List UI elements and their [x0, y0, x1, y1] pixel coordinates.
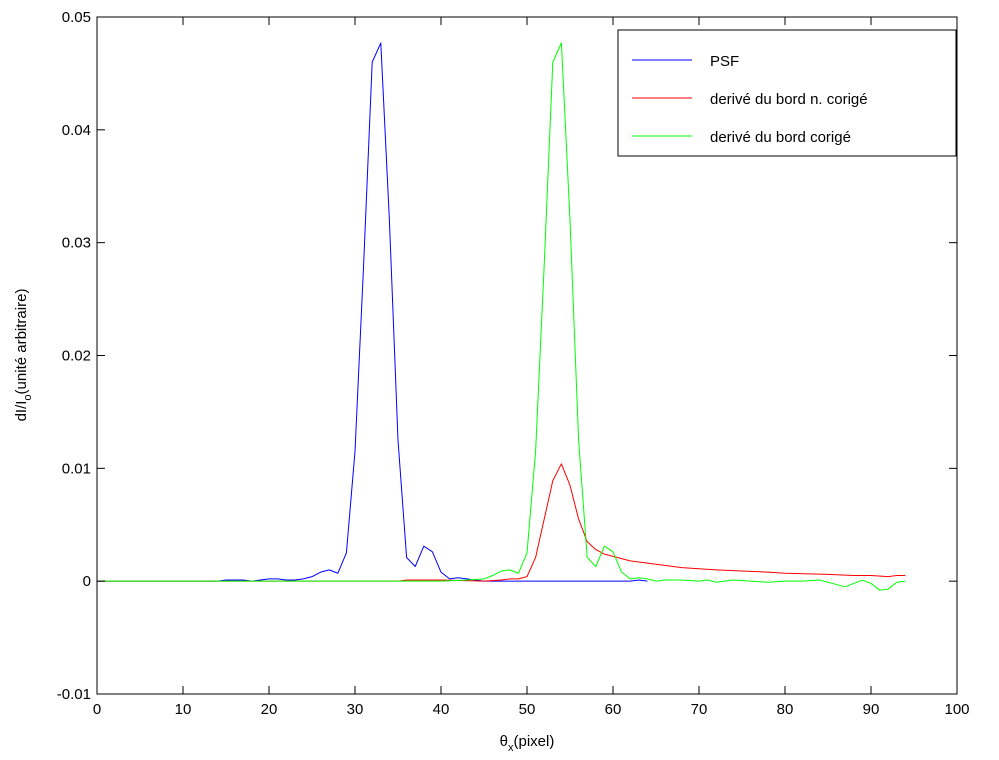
legend-label-bord-corige: derivé du bord corigé [710, 129, 851, 146]
x-tick-label: 30 [347, 701, 364, 718]
legend-label-psf: PSF [710, 53, 739, 70]
y-axis-label-unit: (unité arbitraire) [13, 289, 30, 395]
y-tick-label: 0.03 [62, 235, 91, 252]
x-tick-label: 100 [944, 701, 969, 718]
plot-frame [96, 16, 958, 695]
x-axis-label-unit: (pixel) [514, 733, 555, 750]
y-axis-label-subscript: o [22, 394, 34, 400]
x-tick-label: 60 [605, 701, 622, 718]
series-layer [97, 42, 906, 591]
y-axis-label-base: dI/I [13, 401, 30, 422]
y-tick-label: 0 [83, 573, 91, 590]
series-line-derive-du-bord-n-corige [97, 463, 906, 582]
x-tick-label: 40 [433, 701, 450, 718]
y-axis-label: dI/Io(unité arbitraire) [13, 289, 34, 422]
y-tick-label: 0.02 [62, 348, 91, 365]
x-axis-label: θx(pixel) [500, 733, 555, 754]
y-tick-labels: -0.01 0 0.01 0.02 0.03 0.04 0.05 [57, 9, 91, 703]
x-tick-label: 0 [93, 701, 101, 718]
legend-box [617, 29, 957, 157]
legend: PSF derivé du bord n. corigé derivé du b… [617, 29, 957, 157]
x-axis-label-base: θ [500, 733, 508, 750]
legend-label-bord-n-corige: derivé du bord n. corigé [710, 91, 868, 108]
y-tick-label: 0.01 [62, 460, 91, 477]
x-tick-label: 80 [777, 701, 794, 718]
x-tick-label: 10 [175, 701, 192, 718]
y-tick-label: -0.01 [57, 686, 91, 703]
series-line-derive-du-bord-corige [97, 42, 906, 591]
x-tick-label: 50 [519, 701, 536, 718]
x-axis-label-subscript: x [508, 742, 514, 754]
x-tick-labels: 0 10 20 30 40 50 60 70 80 90 100 [93, 701, 970, 718]
x-tick-label: 70 [691, 701, 708, 718]
y-tick-label: 0.05 [62, 9, 91, 26]
x-tick-label: 90 [863, 701, 880, 718]
y-tick-label: 0.04 [62, 122, 91, 139]
x-tick-label: 20 [261, 701, 278, 718]
